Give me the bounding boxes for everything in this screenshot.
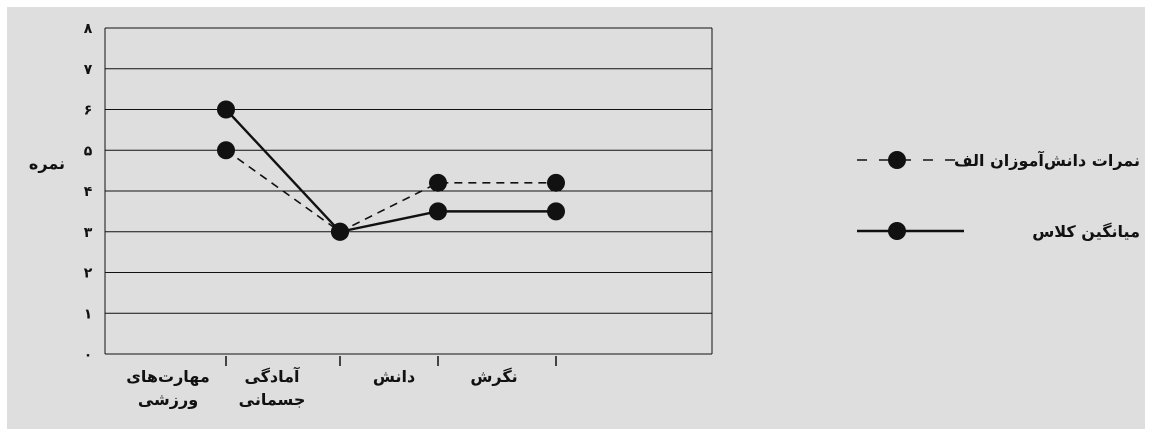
y-tick-label: ۷: [84, 62, 93, 78]
grid-lines: [105, 27, 712, 355]
chart-background: [7, 7, 1145, 429]
x-tick-label: نگرش: [470, 367, 517, 386]
legend-label: نمرات دانش‌آموزان الف: [954, 150, 1140, 170]
axis-labels: ۰ ۱ ۲ ۳ ۴ ۵ ۶ ۷ ۸ مهارت‌های ورزشی آمادگی جسمانی دانش ن…: [29, 21, 518, 409]
series-line-0: [225, 149, 556, 233]
legend-marker: [888, 151, 906, 169]
y-tick-label: ۸: [84, 21, 93, 37]
x-tick-label: ورزشی: [138, 390, 198, 409]
x-tick-label: دانش: [373, 367, 415, 386]
data-point: [547, 173, 565, 192]
series-lines: [225, 108, 556, 234]
legend-marker: [888, 222, 906, 240]
y-axis-label: نمره: [29, 154, 65, 173]
data-point: [217, 141, 235, 160]
y-tick-label: ۵: [84, 143, 93, 159]
y-tick-label: ۳: [84, 225, 93, 241]
x-tick-label: جسمانی: [239, 390, 306, 409]
data-point: [429, 173, 447, 192]
y-tick-label: ۲: [84, 266, 93, 282]
x-tick-label: آمادگی: [244, 366, 300, 386]
series-markers: [217, 100, 565, 241]
y-tick-label: ۶: [84, 103, 93, 119]
legend: نمرات دانش‌آموزان الف میانگین کلاس: [857, 150, 1140, 241]
data-point: [217, 100, 235, 119]
y-tick-label: ۱: [84, 306, 93, 322]
data-point: [547, 202, 565, 221]
data-point: [429, 202, 447, 221]
axes: [104, 28, 713, 366]
x-tick-label: مهارت‌های: [126, 367, 210, 386]
y-tick-label: ۴: [84, 184, 93, 200]
legend-label: میانگین کلاس: [1032, 222, 1140, 241]
series-line-1: [225, 108, 556, 234]
y-tick-label: ۰: [84, 347, 93, 363]
data-point: [331, 222, 349, 241]
